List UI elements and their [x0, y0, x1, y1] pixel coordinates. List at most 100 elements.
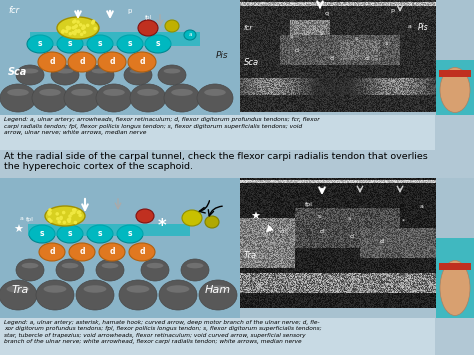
- Circle shape: [93, 27, 97, 30]
- Circle shape: [73, 208, 77, 212]
- Ellipse shape: [22, 69, 38, 73]
- Circle shape: [55, 212, 59, 216]
- Circle shape: [72, 26, 75, 29]
- Circle shape: [72, 20, 75, 24]
- Circle shape: [92, 20, 95, 23]
- Ellipse shape: [171, 89, 193, 96]
- Ellipse shape: [159, 280, 197, 310]
- Ellipse shape: [62, 263, 78, 268]
- Circle shape: [82, 26, 86, 29]
- Text: fpl: fpl: [145, 16, 152, 21]
- Text: *: *: [402, 219, 405, 224]
- Text: d: d: [139, 247, 145, 257]
- Ellipse shape: [0, 84, 36, 112]
- Circle shape: [80, 33, 83, 36]
- Circle shape: [67, 218, 70, 222]
- Text: s: s: [38, 39, 42, 49]
- Circle shape: [81, 27, 85, 30]
- Bar: [28, 224, 190, 236]
- Text: *: *: [158, 217, 166, 235]
- Text: Legend: a, ulnar artery; arrowheads, flexor retinaculum; d, flexor digitorum pro: Legend: a, ulnar artery; arrowheads, fle…: [4, 117, 320, 135]
- Circle shape: [47, 211, 51, 214]
- Circle shape: [72, 208, 75, 212]
- Ellipse shape: [101, 263, 118, 268]
- Ellipse shape: [98, 52, 126, 72]
- Ellipse shape: [184, 30, 196, 40]
- Ellipse shape: [103, 89, 125, 96]
- Circle shape: [62, 29, 65, 33]
- Circle shape: [79, 23, 82, 27]
- Circle shape: [64, 29, 68, 33]
- Circle shape: [82, 31, 86, 34]
- Ellipse shape: [146, 263, 164, 268]
- Text: s: s: [348, 216, 351, 221]
- Text: fcr: fcr: [8, 6, 19, 15]
- Ellipse shape: [57, 225, 83, 243]
- Text: s: s: [385, 41, 388, 46]
- Circle shape: [77, 29, 81, 33]
- Text: s: s: [156, 39, 160, 49]
- Ellipse shape: [127, 285, 149, 293]
- Ellipse shape: [165, 20, 179, 32]
- Bar: [240, 0, 436, 112]
- Ellipse shape: [99, 243, 125, 261]
- Bar: [0, 150, 474, 180]
- Text: d: d: [280, 229, 284, 234]
- Ellipse shape: [69, 243, 95, 261]
- Circle shape: [65, 26, 69, 30]
- Ellipse shape: [86, 65, 114, 85]
- Text: d: d: [109, 247, 115, 257]
- Text: d: d: [109, 58, 115, 66]
- Bar: [0, 115, 435, 150]
- Circle shape: [69, 32, 72, 36]
- Text: s: s: [318, 214, 321, 219]
- Circle shape: [74, 24, 78, 28]
- Ellipse shape: [45, 206, 85, 226]
- Text: a: a: [420, 204, 424, 209]
- Text: d: d: [79, 247, 85, 257]
- Bar: [439, 263, 471, 270]
- Bar: [30, 32, 200, 46]
- Bar: [436, 238, 474, 318]
- Circle shape: [82, 24, 85, 28]
- Circle shape: [48, 211, 52, 215]
- Text: s: s: [68, 39, 72, 49]
- Ellipse shape: [91, 69, 109, 73]
- Text: p: p: [390, 8, 394, 13]
- Ellipse shape: [96, 259, 124, 281]
- Text: Tra: Tra: [11, 285, 29, 295]
- Circle shape: [59, 216, 63, 219]
- Text: a: a: [188, 33, 192, 38]
- Circle shape: [56, 217, 60, 220]
- Circle shape: [70, 212, 73, 215]
- Ellipse shape: [117, 35, 143, 53]
- Ellipse shape: [68, 52, 96, 72]
- Circle shape: [61, 30, 64, 34]
- Ellipse shape: [164, 84, 200, 112]
- Bar: [0, 178, 474, 318]
- Text: q: q: [325, 11, 329, 16]
- Ellipse shape: [32, 84, 68, 112]
- Text: Sca: Sca: [9, 67, 27, 77]
- Text: d: d: [295, 48, 299, 53]
- Ellipse shape: [129, 69, 146, 73]
- Text: s: s: [355, 36, 358, 41]
- Circle shape: [73, 19, 77, 23]
- Circle shape: [73, 221, 77, 224]
- Text: a: a: [408, 24, 412, 29]
- Ellipse shape: [7, 89, 29, 96]
- Ellipse shape: [57, 17, 99, 39]
- Text: Ham: Ham: [205, 285, 231, 295]
- Text: fpl: fpl: [305, 202, 313, 207]
- Ellipse shape: [187, 263, 203, 268]
- Circle shape: [49, 219, 53, 223]
- Circle shape: [78, 214, 82, 217]
- Circle shape: [68, 217, 71, 221]
- Text: Sca: Sca: [244, 58, 259, 67]
- Text: s: s: [128, 39, 132, 49]
- Text: s: s: [98, 39, 102, 49]
- Circle shape: [91, 21, 94, 24]
- Text: Legend: a, ulnar artery; asterisk, hamate hook; curved arrow, deep motor branch : Legend: a, ulnar artery; asterisk, hamat…: [4, 320, 322, 344]
- Text: Pis: Pis: [418, 23, 429, 32]
- Text: s: s: [290, 34, 293, 39]
